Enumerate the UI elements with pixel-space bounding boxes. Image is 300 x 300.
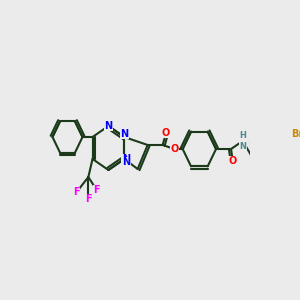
Text: F: F bbox=[93, 185, 100, 195]
Text: N: N bbox=[120, 129, 128, 139]
Text: N: N bbox=[122, 154, 130, 164]
Text: N: N bbox=[104, 121, 112, 131]
Text: N: N bbox=[122, 157, 130, 167]
Text: H
N: H N bbox=[239, 131, 246, 151]
Text: F: F bbox=[85, 194, 92, 204]
Text: O: O bbox=[162, 128, 170, 138]
Text: O: O bbox=[229, 156, 237, 166]
Text: Br: Br bbox=[291, 129, 300, 139]
Text: F: F bbox=[74, 187, 80, 197]
Text: O: O bbox=[170, 144, 178, 154]
